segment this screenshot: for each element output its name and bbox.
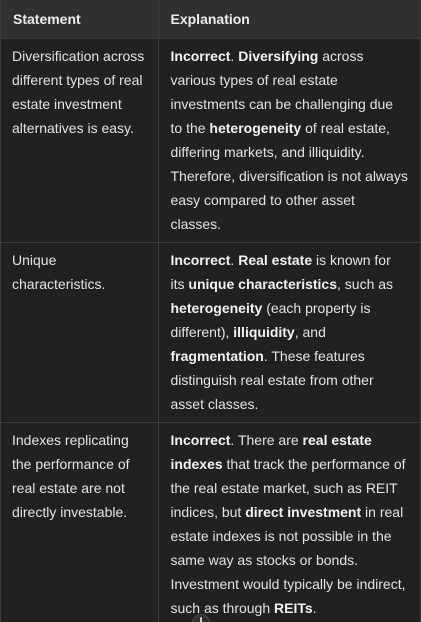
explanation-text: (each property is different), [170, 299, 371, 340]
explanation-bold-text: fragmentation [170, 347, 264, 364]
table-row: Diversification across different types o… [1, 38, 420, 243]
arrow-down-icon [200, 617, 202, 622]
statement-cell: Indexes replicating the performance of r… [1, 422, 158, 622]
explanation-bold-text: Incorrect [170, 251, 231, 268]
explanation-bold-text: Incorrect [170, 47, 231, 64]
explanation-text: . These features distinguish real estate… [170, 347, 374, 412]
explanation-text: across various types of real estate inve… [170, 47, 394, 136]
explanation-text: that track the performance of the real e… [170, 455, 406, 520]
explanation-cell: Incorrect. Real estate is known for its … [157, 242, 420, 423]
explanation-bold-text: heterogeneity [209, 119, 302, 136]
explanation-bold-text: illiquidity [233, 323, 295, 340]
table-body: Diversification across different types o… [1, 38, 420, 622]
header-explanation: Explanation [157, 0, 420, 39]
explanation-bold-text: REITs [274, 599, 313, 616]
explanation-bold-text: direct investment [245, 503, 362, 520]
explanation-text: , such as [337, 275, 394, 292]
explanation-cell: Incorrect. Diversifying across various t… [157, 38, 420, 243]
header-statement: Statement [1, 0, 158, 39]
explanation-bold-text: Incorrect [170, 431, 231, 448]
explanation-bold-text: real estate indexes [170, 431, 372, 472]
explanation-text: . [230, 47, 239, 64]
explanation-bold-text: Diversifying [238, 47, 319, 64]
explanation-bold-text: Real estate [238, 251, 313, 268]
statement-cell: Unique characteristics. [1, 242, 158, 423]
explanation-text: in real estate indexes is not possible i… [170, 503, 406, 616]
explanation-text: is known for its [170, 251, 391, 292]
explanation-text: . There are [230, 431, 303, 448]
table-row: Indexes replicating the performance of r… [1, 422, 420, 622]
explanation-cell: Incorrect. There are real estate indexes… [157, 422, 420, 622]
statement-cell: Diversification across different types o… [1, 38, 158, 243]
explanation-bold-text: heterogeneity [170, 299, 263, 316]
explanation-text: of real estate, differing markets, and i… [170, 119, 408, 232]
explanation-text: . [312, 599, 317, 616]
explanation-text: , and [294, 323, 326, 340]
explanation-text: . [230, 251, 239, 268]
table-header-row: Statement Explanation [1, 0, 420, 39]
table-row: Unique characteristics. Incorrect. Real e… [1, 242, 420, 423]
explanation-bold-text: unique characteristics [188, 275, 338, 292]
